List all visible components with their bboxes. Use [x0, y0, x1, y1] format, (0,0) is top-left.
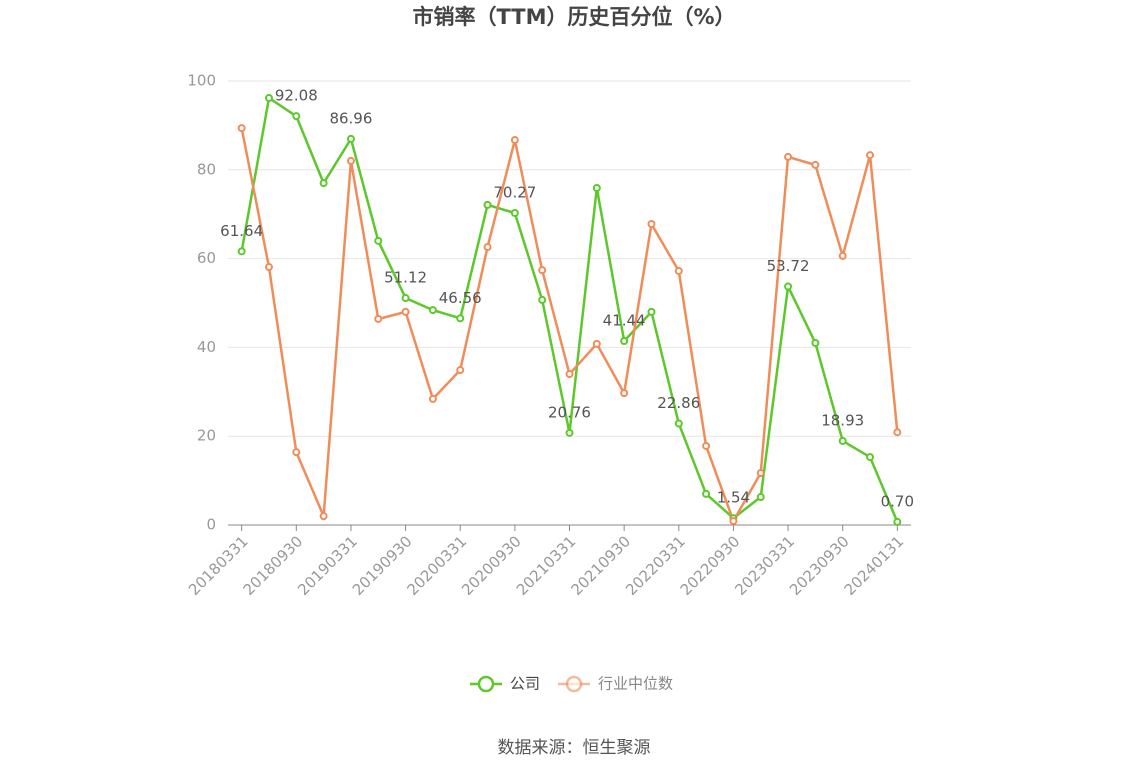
point	[620, 337, 629, 346]
data-label: 92.08	[275, 87, 318, 105]
point	[647, 307, 656, 316]
data-label: 20.76	[548, 403, 591, 421]
chart-title: 市销率（TTM）历史百分位（%）	[412, 5, 735, 29]
point	[374, 236, 383, 245]
legend-marker	[565, 675, 583, 693]
point	[292, 112, 301, 121]
point	[264, 94, 273, 103]
point	[838, 436, 847, 445]
data-label: 61.64	[220, 222, 263, 240]
point	[483, 243, 492, 252]
data-label: 86.96	[329, 109, 372, 127]
point	[565, 428, 574, 437]
point	[674, 267, 683, 276]
data-label: 41.44	[603, 312, 646, 330]
point	[292, 448, 301, 457]
legend-label: 行业中位数	[598, 675, 673, 693]
y-tick-label: 20	[197, 427, 216, 445]
series-line	[240, 127, 899, 524]
data-label: 1.54	[717, 489, 750, 507]
point	[264, 263, 273, 272]
point	[483, 200, 492, 209]
point	[893, 517, 902, 526]
point	[756, 493, 765, 502]
point	[866, 453, 875, 462]
point	[237, 247, 246, 256]
legend-label: 公司	[510, 675, 540, 693]
data-label: 46.56	[439, 289, 482, 307]
data-label: 0.70	[881, 492, 914, 510]
point	[346, 156, 355, 165]
point	[346, 134, 355, 143]
point	[456, 366, 465, 375]
point	[784, 152, 793, 161]
point	[428, 394, 437, 403]
point	[401, 294, 410, 303]
data-label: 51.12	[384, 269, 427, 287]
data-label: 70.27	[493, 184, 536, 202]
point	[237, 124, 246, 133]
point	[401, 307, 410, 316]
data-label: 53.72	[767, 257, 810, 275]
point	[565, 370, 574, 379]
point	[729, 517, 738, 526]
point	[538, 295, 547, 304]
y-tick-label: 80	[197, 160, 216, 178]
y-tick-label: 40	[197, 338, 216, 356]
point	[456, 314, 465, 323]
point	[510, 209, 519, 218]
point	[674, 419, 683, 428]
point	[893, 428, 902, 437]
point	[866, 151, 875, 160]
point	[620, 389, 629, 398]
point	[319, 512, 328, 521]
data-label: 22.86	[657, 394, 700, 412]
point	[811, 160, 820, 169]
legend-item: 公司	[470, 675, 540, 693]
y-tick-label: 0	[206, 516, 216, 534]
point	[510, 136, 519, 145]
point	[592, 339, 601, 348]
point	[811, 338, 820, 347]
y-tick-label: 60	[197, 249, 216, 267]
point	[319, 179, 328, 188]
point	[702, 441, 711, 450]
point	[374, 314, 383, 323]
point	[702, 489, 711, 498]
point	[647, 219, 656, 228]
point	[756, 469, 765, 478]
point	[592, 184, 601, 193]
point	[838, 251, 847, 260]
source: 数据来源：恒生聚源	[498, 738, 651, 758]
y-tick-label: 100	[187, 72, 216, 90]
x-tick-label: 20240131	[841, 532, 908, 599]
legend-item: 行业中位数	[558, 675, 673, 693]
point	[428, 306, 437, 315]
point	[784, 282, 793, 291]
point	[538, 266, 547, 275]
data-label: 18.93	[821, 411, 864, 429]
legend-marker	[477, 675, 495, 693]
